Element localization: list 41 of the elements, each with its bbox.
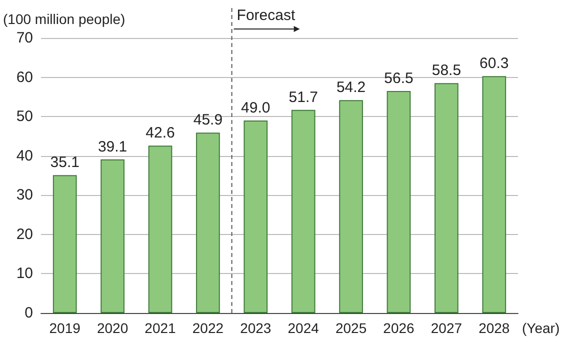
y-tick-label: 20 — [16, 226, 33, 243]
bar — [386, 91, 411, 313]
x-tick-label: 2021 — [144, 320, 176, 336]
bar — [52, 175, 77, 313]
x-tick-label: 2028 — [478, 320, 510, 336]
x-tick-label: 2026 — [383, 320, 415, 336]
bar — [291, 110, 316, 313]
y-tick-label: 30 — [16, 186, 33, 204]
x-tick-label: 2025 — [335, 320, 367, 336]
y-tick-label: 40 — [16, 147, 33, 164]
x-tick-label: 2020 — [96, 320, 128, 336]
y-tick-label: 10 — [16, 265, 33, 282]
y-tick-label: 50 — [16, 108, 33, 126]
data-label: 39.1 — [98, 138, 128, 156]
bar — [148, 146, 172, 313]
x-tick-label: 2027 — [430, 320, 462, 336]
data-label: 49.0 — [241, 100, 270, 116]
data-label: 42.6 — [146, 124, 175, 142]
bar — [196, 132, 220, 313]
bar — [434, 83, 458, 313]
ref-line-label: Forecast — [236, 7, 296, 24]
data-label: 45.9 — [193, 112, 223, 129]
y-tick-label: 60 — [16, 68, 33, 86]
x-tick-label: 2024 — [288, 320, 320, 336]
bar — [100, 159, 124, 313]
x-tick-label: 2023 — [240, 320, 272, 336]
x-tick-label: 2019 — [49, 320, 81, 336]
data-label: 58.5 — [432, 62, 462, 80]
bar — [482, 76, 506, 313]
data-label: 51.7 — [288, 88, 318, 106]
data-label: 60.3 — [480, 55, 509, 72]
y-tick-label: 0 — [24, 304, 33, 322]
y-tick-label: 70 — [16, 30, 33, 46]
data-label: 54.2 — [336, 79, 366, 96]
bar — [339, 100, 363, 313]
data-label: 56.5 — [384, 70, 414, 88]
y-axis-title: (100 million people) — [3, 11, 126, 27]
x-axis-title: (Year) — [522, 320, 560, 336]
x-tick-label: 2022 — [192, 320, 224, 336]
bar — [244, 120, 268, 313]
data-label: 35.1 — [50, 154, 80, 172]
